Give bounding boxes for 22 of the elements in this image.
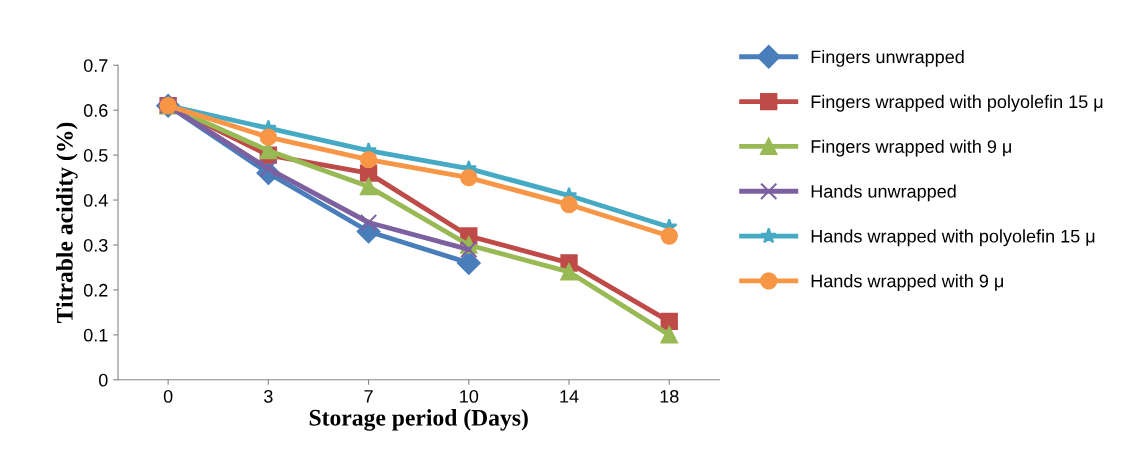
y-tick-label: 0.6 [83, 104, 108, 117]
legend-label: Hands unwrapped [811, 184, 956, 202]
y-tick-label: 0.1 [83, 328, 108, 342]
y-tick-label: 0.5 [83, 149, 108, 162]
y-axis-title: Titrable acidity (%) [56, 122, 78, 323]
legend-label: Fingers wrapped with polyolefin 15 μ [811, 94, 1103, 112]
x-tick-label: 0 [163, 389, 173, 403]
legend-label: Hands wrapped with polyolefin 15 μ [811, 229, 1095, 247]
legend-label: Fingers unwrapped [811, 50, 964, 67]
x-tick-label: 3 [264, 389, 273, 403]
x-axis-title: Storage period (Days) [309, 409, 528, 431]
x-tick-label: 18 [660, 389, 679, 403]
x-tick-label: 14 [560, 390, 579, 403]
y-tick-label: 0 [98, 373, 108, 387]
y-tick-label: 0.2 [83, 283, 108, 297]
legend-label: Hands wrapped with 9 μ [811, 274, 1003, 291]
y-tick-label: 0.3 [83, 238, 108, 252]
legend-label: Fingers wrapped with 9 μ [811, 139, 1011, 157]
y-tick-label: 0.4 [83, 193, 108, 207]
y-tick-label: 0.7 [83, 59, 108, 72]
x-tick-label: 10 [460, 389, 479, 403]
x-tick-label: 7 [364, 390, 373, 403]
